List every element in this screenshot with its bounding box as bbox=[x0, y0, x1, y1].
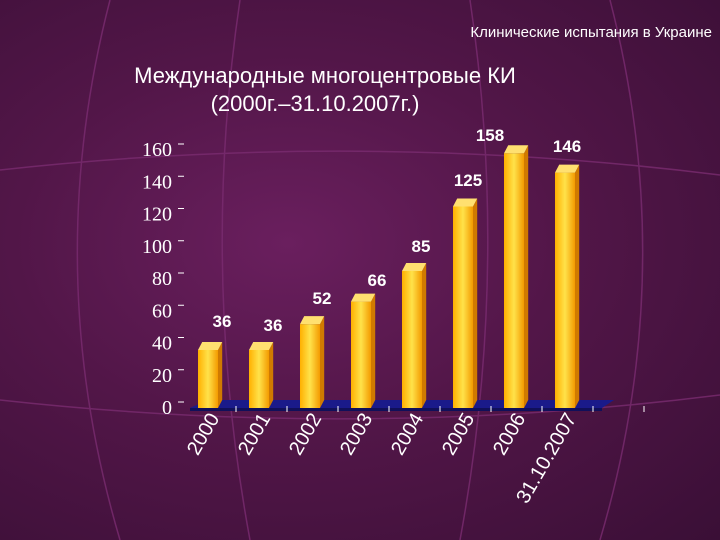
bar-top bbox=[249, 341, 274, 350]
y-tick-label: 60 bbox=[152, 300, 172, 322]
bar bbox=[198, 349, 218, 408]
y-tick-label: 0 bbox=[162, 397, 172, 419]
bar-side bbox=[218, 341, 223, 408]
y-tick-label: 140 bbox=[142, 171, 172, 193]
x-tick-label: 2006 bbox=[489, 410, 530, 460]
bar-top bbox=[351, 293, 376, 302]
y-tick-label: 120 bbox=[142, 204, 172, 226]
bar-top bbox=[555, 164, 580, 173]
bar bbox=[504, 153, 524, 408]
bar bbox=[300, 324, 320, 408]
bar-side bbox=[473, 198, 478, 408]
bar-top bbox=[402, 262, 427, 271]
y-tick-label: 20 bbox=[152, 365, 172, 387]
x-tick-label: 2000 bbox=[183, 410, 224, 460]
bar-top bbox=[504, 145, 529, 154]
y-tick-label: 80 bbox=[152, 268, 172, 290]
presentation-header: Клинические испытания в Украине bbox=[470, 24, 712, 41]
y-tick-label: 40 bbox=[152, 333, 172, 355]
chart-subtitle: (2000г.–31.10.2007г.) bbox=[210, 91, 420, 116]
x-tick-label: 2005 bbox=[438, 410, 479, 460]
x-tick-label: 2001 bbox=[234, 410, 275, 460]
y-tick-label: 100 bbox=[142, 236, 172, 258]
x-tick-label: 2004 bbox=[387, 410, 428, 460]
y-tick-label: 160 bbox=[142, 139, 172, 161]
bar-top bbox=[300, 316, 325, 325]
data-label: 36 bbox=[264, 316, 283, 335]
bar bbox=[351, 301, 371, 408]
bar-side bbox=[371, 293, 376, 408]
chart-title-block: Международные многоцентровые КИ (2000г.–… bbox=[0, 62, 720, 118]
bar-side bbox=[320, 316, 325, 408]
x-tick-label: 2003 bbox=[336, 410, 377, 460]
data-label: 66 bbox=[368, 271, 387, 290]
data-label: 85 bbox=[412, 237, 431, 256]
bar bbox=[555, 172, 575, 408]
chart-floor-edge bbox=[190, 408, 602, 411]
data-label: 125 bbox=[454, 171, 482, 190]
bar-side bbox=[269, 341, 274, 408]
bar bbox=[402, 270, 422, 408]
bar bbox=[249, 349, 269, 408]
data-label: 158 bbox=[476, 126, 504, 145]
bar-side bbox=[524, 145, 529, 408]
data-label: 52 bbox=[313, 289, 332, 308]
bar-top bbox=[198, 341, 223, 350]
bar-side bbox=[422, 262, 427, 408]
chart-title: Международные многоцентровые КИ bbox=[134, 63, 516, 88]
data-label: 36 bbox=[213, 312, 232, 331]
bar-side bbox=[575, 164, 580, 408]
bar bbox=[453, 206, 473, 408]
x-tick-label: 2002 bbox=[285, 410, 326, 460]
bar-top bbox=[453, 198, 478, 207]
data-label: 146 bbox=[553, 137, 581, 156]
